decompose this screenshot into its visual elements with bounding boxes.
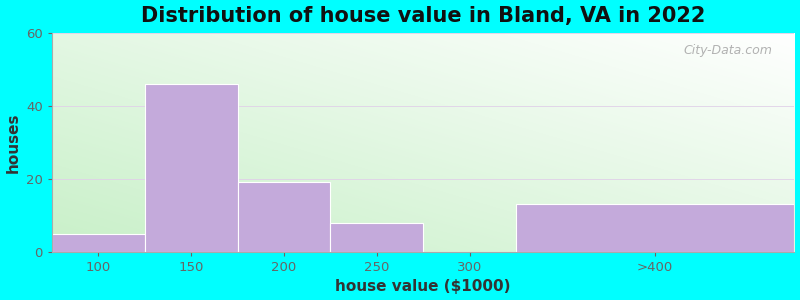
Bar (238, 182, 330, 252)
Bar (516, 204, 794, 252)
Text: City-Data.com: City-Data.com (683, 44, 772, 57)
Y-axis label: houses: houses (6, 112, 21, 172)
Bar (330, 223, 423, 252)
Bar (52, 234, 145, 252)
Bar (145, 84, 238, 252)
X-axis label: house value ($1000): house value ($1000) (335, 279, 511, 294)
Title: Distribution of house value in Bland, VA in 2022: Distribution of house value in Bland, VA… (141, 6, 706, 26)
